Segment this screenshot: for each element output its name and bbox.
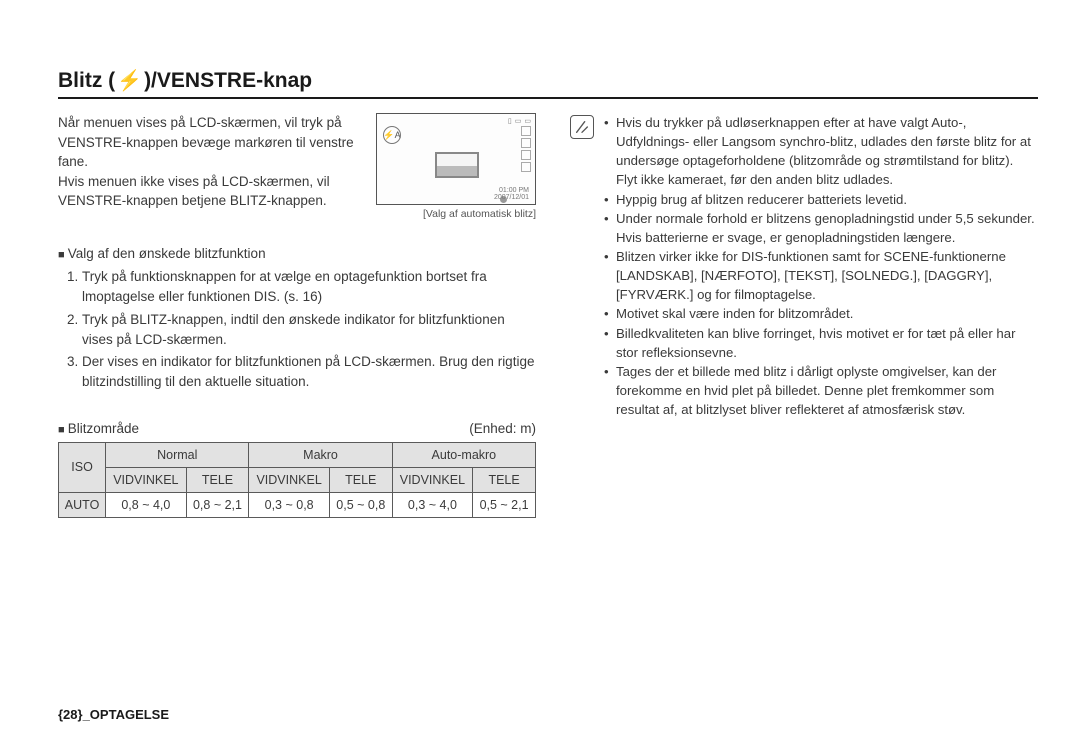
note-item: Hyppig brug af blitzen reducerer batteri…: [604, 190, 1038, 209]
col-header: Normal: [106, 442, 249, 467]
step: Tryk på funktionsknappen for at vælge en…: [82, 267, 536, 308]
note-item: Tages der et billede med blitz i dårligt…: [604, 362, 1038, 419]
note-item: Blitzen virker ikke for DIS-funktionen s…: [604, 247, 1038, 304]
subcol-header: VIDVINKEL: [106, 467, 186, 492]
range-unit: (Enhed: m): [469, 421, 536, 436]
title-post: )/VENSTRE-knap: [144, 69, 312, 93]
note-item: Hvis du trykker på udløserknappen efter …: [604, 113, 1038, 190]
range-header: Blitzområde (Enhed: m): [58, 421, 536, 436]
flash-icon: ⚡: [117, 68, 142, 93]
row-label: AUTO: [59, 492, 106, 517]
range-table: ISO Normal Makro Auto-makro VIDVINKEL TE…: [58, 442, 536, 518]
intro-text: Når menuen vises på LCD-skærmen, vil try…: [58, 113, 366, 220]
col-header: Auto-makro: [392, 442, 535, 467]
note-icon: [570, 115, 594, 139]
page-title: Blitz ( ⚡ )/VENSTRE-knap: [58, 68, 1038, 99]
intro-p2: Hvis menuen ikke vises på LCD-skærmen, v…: [58, 174, 330, 209]
subcol-header: VIDVINKEL: [249, 467, 329, 492]
col-header: Makro: [249, 442, 392, 467]
section-select-flash: Valg af den ønskede blitzfunktion: [58, 246, 536, 261]
right-column: Hvis du trykker på udløserknappen efter …: [570, 113, 1038, 518]
lcd-top-icons: ▯▭▭: [508, 117, 531, 125]
lcd-caption: [Valg af automatisk blitz]: [376, 208, 536, 220]
subcol-header: TELE: [473, 467, 536, 492]
step: Der vises en indikator for blitzfunktion…: [82, 352, 536, 393]
subcol-header: VIDVINKEL: [392, 467, 472, 492]
intro-p1: Når menuen vises på LCD-skærmen, vil try…: [58, 115, 354, 169]
subcol-header: TELE: [329, 467, 392, 492]
subcol-header: TELE: [186, 467, 249, 492]
title-pre: Blitz (: [58, 69, 115, 93]
note-item: Under normale forhold er blitzens genopl…: [604, 209, 1038, 247]
lcd-side-icons: [521, 126, 531, 172]
note-item: Motivet skal være inden for blitzområdet…: [604, 304, 1038, 323]
cell: 0,5 ~ 2,1: [473, 492, 536, 517]
cell: 0,8 ~ 4,0: [106, 492, 186, 517]
range-title: Blitzområde: [58, 421, 139, 436]
lcd-timestamp: 01:00 PM 2007/12/01: [494, 187, 529, 201]
lcd-flash-auto-icon: ⚡A: [383, 126, 401, 144]
steps-list: Tryk på funktionsknappen for at vælge en…: [58, 267, 536, 393]
cell: 0,3 ~ 4,0: [392, 492, 472, 517]
note-item: Billedkvaliteten kan blive forringet, hv…: [604, 324, 1038, 362]
page-footer: {28}_OPTAGELSE: [58, 707, 169, 722]
cell: 0,8 ~ 2,1: [186, 492, 249, 517]
step: Tryk på BLITZ-knappen, indtil den ønsked…: [82, 310, 536, 351]
lcd-preview: ▯▭▭ ⚡A 01:00 PM 2007/12/01 [Valg af auto…: [376, 113, 536, 220]
cell: 0,3 ~ 0,8: [249, 492, 329, 517]
cell: 0,5 ~ 0,8: [329, 492, 392, 517]
left-column: Når menuen vises på LCD-skærmen, vil try…: [58, 113, 536, 518]
notes-list: Hvis du trykker på udløserknappen efter …: [604, 113, 1038, 419]
lcd-scene-icon: [435, 152, 479, 178]
iso-header: ISO: [59, 442, 106, 492]
